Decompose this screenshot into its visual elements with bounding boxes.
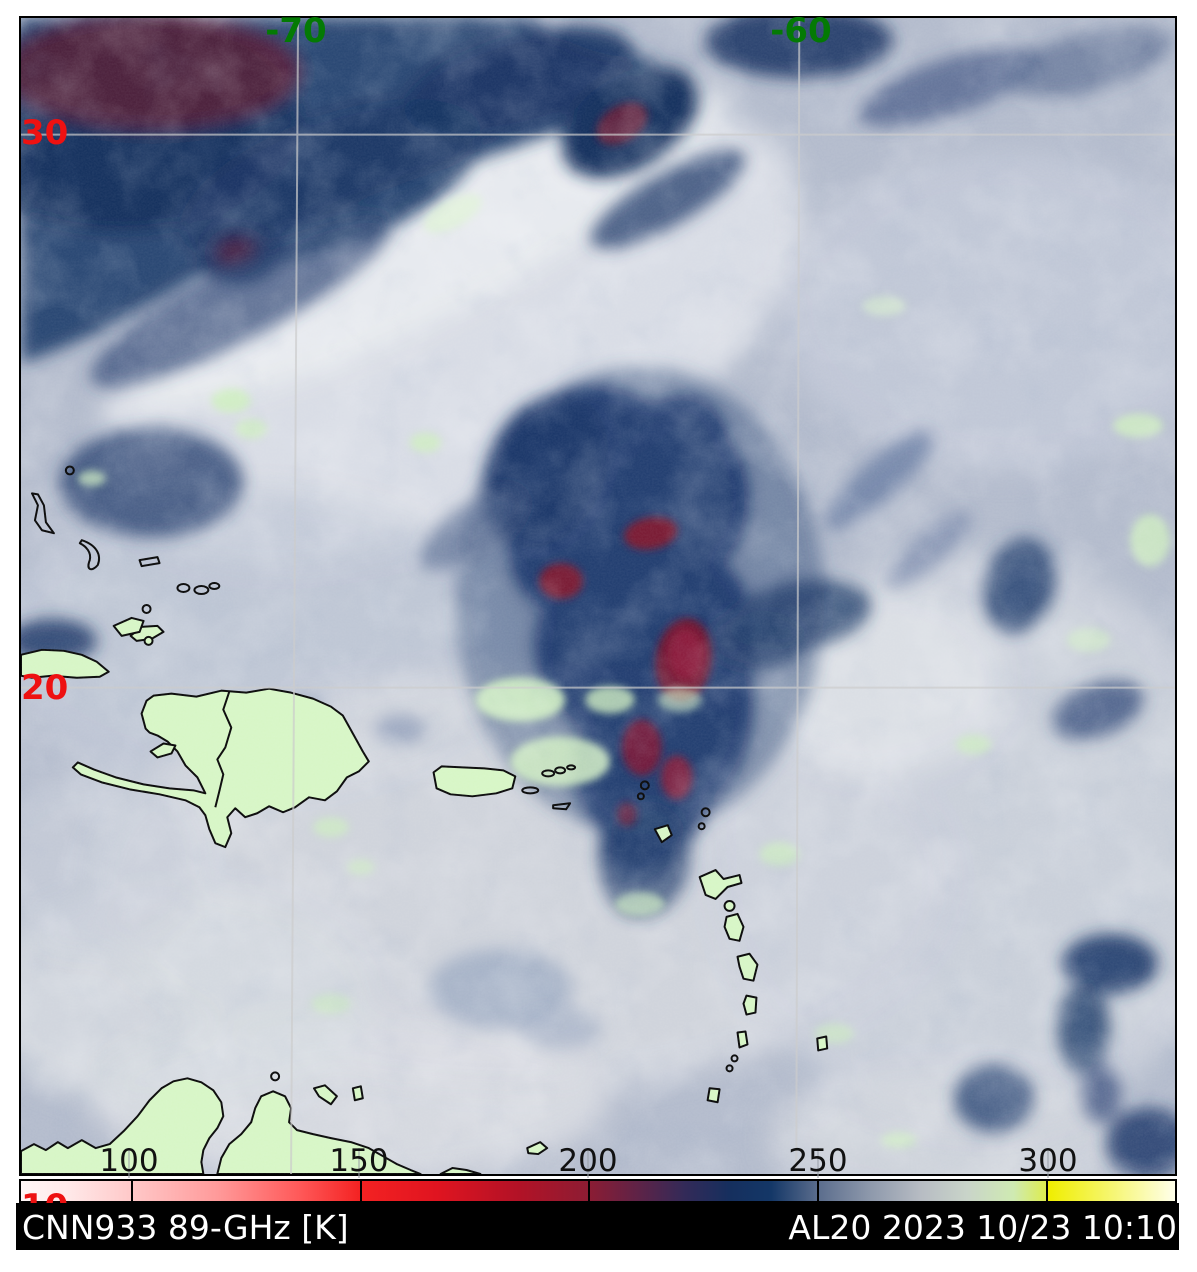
lat-label-30: 30 xyxy=(21,113,69,153)
colorbar-divider xyxy=(359,1181,362,1201)
colorbar-divider xyxy=(588,1181,591,1201)
colorbar-tickmark xyxy=(128,1148,130,1178)
colorbar-tick-label-250: 250 xyxy=(788,1143,848,1179)
brightness-temperature-colorbar xyxy=(19,1179,1177,1203)
colorbar-tickmark xyxy=(817,1148,819,1178)
product-label: CNN933 89-GHz [K] xyxy=(22,1208,349,1247)
colorbar-divider xyxy=(817,1181,820,1201)
storm-datetime-label: AL20 2023 10/23 10:10 xyxy=(788,1208,1177,1247)
colorbar-tick-label-300: 300 xyxy=(1018,1143,1078,1179)
lon-label--70: -70 xyxy=(265,11,327,51)
fine-grain-texture xyxy=(21,18,1175,1174)
colorbar-tick-label-100: 100 xyxy=(99,1143,159,1179)
colorbar-tickmark xyxy=(1047,1148,1049,1178)
colorbar-tick-label-200: 200 xyxy=(558,1143,618,1179)
graticule xyxy=(21,18,1175,1174)
title-bar: CNN933 89-GHz [K] AL20 2023 10/23 10:10 xyxy=(16,1203,1179,1250)
colorbar-tick-label-150: 150 xyxy=(329,1143,389,1179)
colorbar-tickmark xyxy=(358,1148,360,1178)
satellite-microwave-image xyxy=(21,18,1175,1174)
colorbar-divider xyxy=(130,1181,133,1201)
colorbar-divider xyxy=(1046,1181,1049,1201)
map-plot-area xyxy=(19,16,1177,1176)
lon-label--60: -60 xyxy=(770,11,832,51)
lat-label-20: 20 xyxy=(21,668,69,708)
colorbar-tickmark xyxy=(587,1148,589,1178)
